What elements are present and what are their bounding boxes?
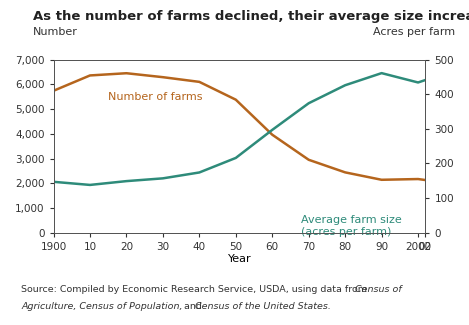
- Text: Average farm size
(acres per farm): Average farm size (acres per farm): [302, 215, 402, 237]
- Text: Agriculture, Census of Population,: Agriculture, Census of Population,: [21, 302, 182, 311]
- Text: Number: Number: [33, 27, 78, 37]
- Text: Census of the United States.: Census of the United States.: [195, 302, 331, 311]
- Text: and: and: [181, 302, 204, 311]
- Text: As the number of farms declined, their average size increased: As the number of farms declined, their a…: [33, 10, 469, 23]
- X-axis label: Year: Year: [227, 254, 251, 265]
- Text: Census of: Census of: [355, 285, 401, 294]
- Text: Number of farms: Number of farms: [108, 92, 203, 102]
- Text: Acres per farm: Acres per farm: [373, 27, 455, 37]
- Text: Source: Compiled by Economic Research Service, USDA, using data from: Source: Compiled by Economic Research Se…: [21, 285, 370, 294]
